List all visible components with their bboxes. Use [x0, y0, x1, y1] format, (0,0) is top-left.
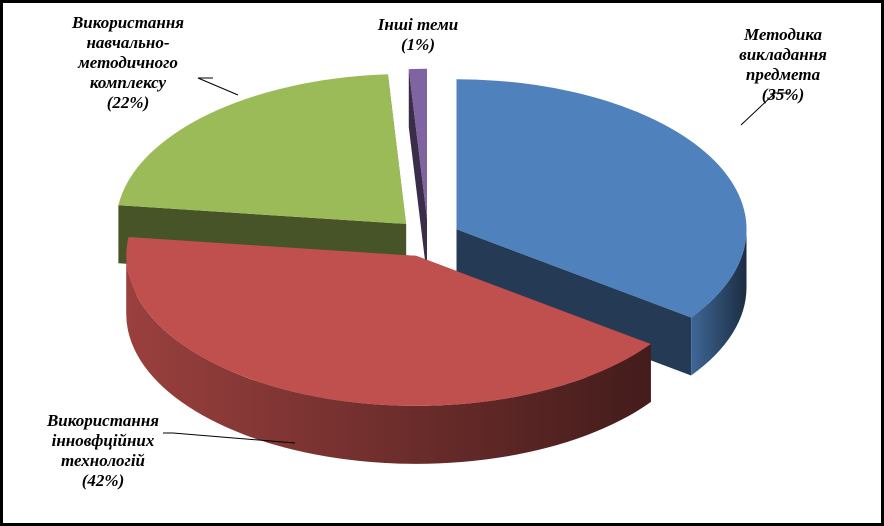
leader-line [740, 92, 790, 126]
slice [456, 79, 747, 318]
value-label: (42%) [81, 471, 125, 490]
value-label: (35%) [761, 85, 805, 104]
slice-wall [691, 229, 747, 376]
leader-line [197, 77, 239, 96]
leader-line [163, 432, 296, 444]
value-label: (1%) [401, 35, 435, 54]
slice-wall [126, 255, 651, 464]
slice-side [408, 69, 427, 277]
tops [118, 68, 747, 406]
category-label: Використання інновфційних технологій [46, 411, 160, 470]
data-label: Використання навчально- методичного комп… [72, 13, 184, 113]
data-label: Методика викладання предмета (35%) [739, 25, 827, 105]
category-label: Методика викладання предмета [739, 25, 827, 84]
data-label: Використання інновфційних технологій (42%… [47, 411, 159, 491]
slice [118, 74, 407, 225]
value-label: (22%) [106, 93, 150, 112]
slice [408, 68, 427, 219]
data-label: Інші теми (1%) [378, 15, 458, 55]
pie-area [118, 68, 790, 464]
category-label: Використання навчально- методичного комп… [71, 13, 185, 92]
slice [126, 237, 651, 406]
category-label: Інші теми [377, 15, 459, 34]
